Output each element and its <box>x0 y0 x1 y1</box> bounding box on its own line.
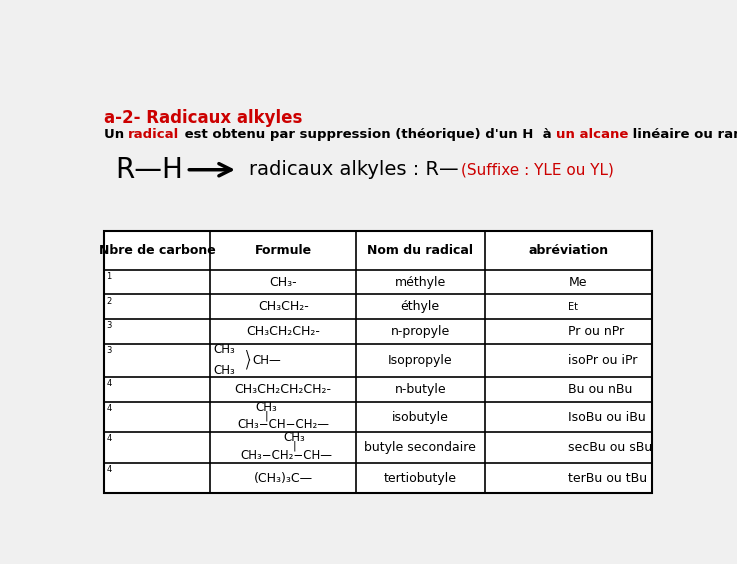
Text: CH₃CH₂CH₂CH₂-: CH₃CH₂CH₂CH₂- <box>234 383 332 396</box>
Text: Me: Me <box>568 276 587 289</box>
Text: Isopropyle: Isopropyle <box>388 354 453 367</box>
Text: n-butyle: n-butyle <box>394 383 446 396</box>
Text: a-2- Radicaux alkyles: a-2- Radicaux alkyles <box>103 109 302 127</box>
Text: 4: 4 <box>106 434 111 443</box>
Text: radicaux alkyles : R—: radicaux alkyles : R— <box>249 160 459 179</box>
Text: Pr ou nPr: Pr ou nPr <box>568 325 624 338</box>
Text: linéaire ou ramifié:: linéaire ou ramifié: <box>628 127 737 140</box>
Text: méthyle: méthyle <box>394 276 446 289</box>
Text: 3: 3 <box>106 346 112 355</box>
Text: CH₃: CH₃ <box>213 343 235 356</box>
Text: Bu ou nBu: Bu ou nBu <box>568 383 632 396</box>
Text: Et: Et <box>568 302 579 312</box>
Text: 3: 3 <box>106 321 112 331</box>
Text: éthyle: éthyle <box>401 300 440 313</box>
Text: (Suffixe : YLE ou YL): (Suffixe : YLE ou YL) <box>461 162 613 177</box>
Text: CH₃: CH₃ <box>255 401 277 414</box>
Text: tertiobutyle: tertiobutyle <box>384 472 457 484</box>
Text: abréviation: abréviation <box>528 244 608 257</box>
Text: /: / <box>246 358 251 371</box>
Text: isobutyle: isobutyle <box>392 411 449 424</box>
Text: CH₃−CH−CH₂—: CH₃−CH−CH₂— <box>237 418 329 431</box>
Text: R—H: R—H <box>115 156 183 184</box>
Text: radical: radical <box>128 127 180 140</box>
Text: 4: 4 <box>106 404 111 413</box>
Text: CH₃CH₂CH₂-: CH₃CH₂CH₂- <box>246 325 320 338</box>
Text: CH₃: CH₃ <box>284 431 305 444</box>
Text: (CH₃)₃C—: (CH₃)₃C— <box>254 472 312 484</box>
Text: n-propyle: n-propyle <box>391 325 450 338</box>
Text: 1: 1 <box>106 272 111 281</box>
Text: CH₃-: CH₃- <box>269 276 297 289</box>
Text: 4: 4 <box>106 380 111 389</box>
Text: CH—: CH— <box>252 354 281 367</box>
Text: Un: Un <box>103 127 128 140</box>
Text: Formule: Formule <box>254 244 312 257</box>
Text: CH₃CH₂-: CH₃CH₂- <box>258 300 309 313</box>
Text: Nom du radical: Nom du radical <box>367 244 473 257</box>
Text: terBu ou tBu: terBu ou tBu <box>568 472 647 484</box>
Text: Nbre de carbone: Nbre de carbone <box>99 244 215 257</box>
Text: |: | <box>264 410 268 421</box>
Bar <box>103 231 652 494</box>
Text: |: | <box>293 440 296 451</box>
Text: 2: 2 <box>106 297 111 306</box>
Text: secBu ou sBu: secBu ou sBu <box>568 441 652 454</box>
Text: est obtenu par suppression (théorique) d'un H  à: est obtenu par suppression (théorique) d… <box>180 127 556 140</box>
Text: 4: 4 <box>106 465 111 474</box>
Text: isoPr ou iPr: isoPr ou iPr <box>568 354 638 367</box>
Text: \: \ <box>246 349 251 362</box>
Text: CH₃−CH₂−CH—: CH₃−CH₂−CH— <box>240 449 332 462</box>
Text: butyle secondaire: butyle secondaire <box>364 441 476 454</box>
Text: CH₃: CH₃ <box>213 364 235 377</box>
Text: IsoBu ou iBu: IsoBu ou iBu <box>568 411 646 424</box>
Text: un alcane: un alcane <box>556 127 628 140</box>
